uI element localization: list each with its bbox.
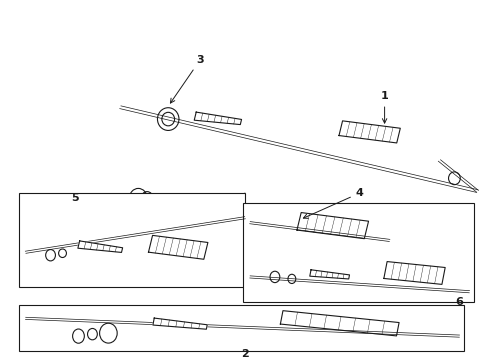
Text: 1: 1 xyxy=(381,91,389,123)
Polygon shape xyxy=(384,262,445,284)
Polygon shape xyxy=(280,229,319,239)
Bar xyxy=(243,203,474,302)
Polygon shape xyxy=(194,112,242,125)
Text: 6: 6 xyxy=(455,297,464,307)
Bar xyxy=(19,305,465,351)
Bar xyxy=(19,193,245,287)
Polygon shape xyxy=(339,121,400,143)
Polygon shape xyxy=(297,212,368,239)
Text: 5: 5 xyxy=(72,193,79,203)
Text: 2: 2 xyxy=(241,349,249,359)
Text: 4: 4 xyxy=(303,188,364,219)
Polygon shape xyxy=(310,270,349,279)
Polygon shape xyxy=(153,318,207,329)
Polygon shape xyxy=(148,235,208,259)
Polygon shape xyxy=(280,311,399,336)
Polygon shape xyxy=(78,241,122,252)
Text: 3: 3 xyxy=(171,55,204,103)
Polygon shape xyxy=(179,195,251,224)
